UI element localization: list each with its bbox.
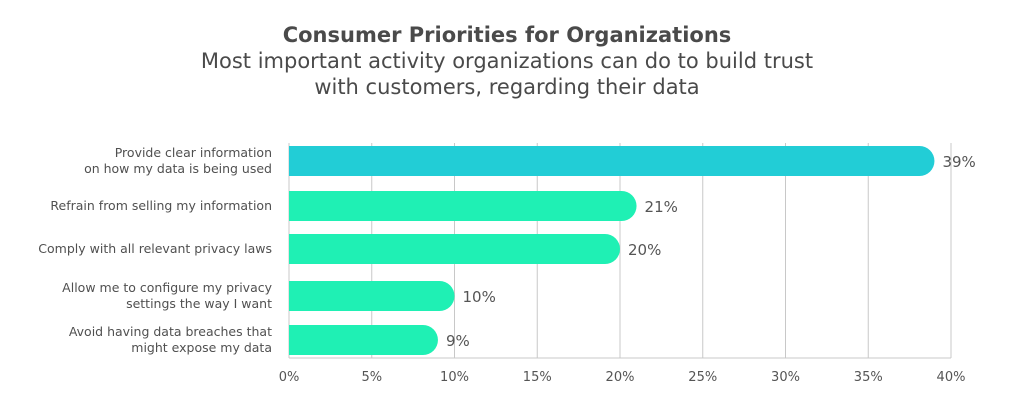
category-label: Comply with all relevant privacy laws: [38, 241, 272, 256]
category-label: Avoid having data breaches that might exp…: [69, 324, 272, 355]
bar-left-cap: [289, 281, 305, 311]
bar: [289, 325, 438, 355]
category-label: Provide clear information on how my data …: [84, 145, 272, 176]
bar-left-cap: [289, 234, 305, 264]
x-tick-label: 0%: [279, 370, 300, 385]
x-tick-label: 25%: [688, 370, 717, 385]
bar: [289, 234, 620, 264]
x-tick-label: 10%: [440, 370, 469, 385]
x-tick-label: 20%: [606, 370, 635, 385]
data-label: 10%: [463, 288, 496, 306]
x-tick-label: 30%: [771, 370, 800, 385]
category-label: Refrain from selling my information: [50, 198, 272, 213]
x-tick-label: 15%: [523, 370, 552, 385]
x-tick-label: 5%: [361, 370, 382, 385]
bar-left-cap: [289, 325, 305, 355]
x-tick-label: 40%: [937, 370, 966, 385]
data-label: 39%: [942, 153, 975, 171]
data-label: 21%: [645, 198, 678, 216]
bar: [289, 191, 637, 221]
category-label: Allow me to configure my privacy settings…: [62, 280, 272, 311]
chart-title: Consumer Priorities for Organizations: [282, 23, 732, 47]
bar: [289, 146, 935, 176]
x-tick-label: 35%: [854, 370, 883, 385]
data-label: 20%: [628, 241, 661, 259]
bar-left-cap: [289, 191, 305, 221]
bar: [289, 281, 455, 311]
data-label: 9%: [446, 332, 470, 350]
chart-subtitle: Most important activity organizations ca…: [200, 49, 814, 99]
bar-left-cap: [289, 146, 305, 176]
chart-titles: Consumer Priorities for Organizations Mo…: [0, 22, 1014, 100]
